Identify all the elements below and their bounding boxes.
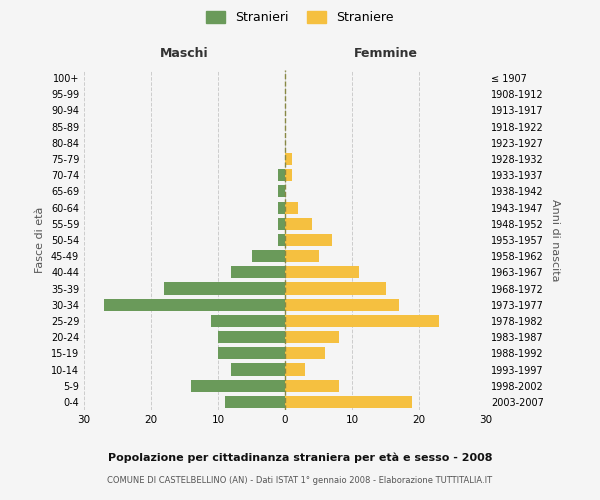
Text: Maschi: Maschi [160, 47, 209, 60]
Bar [285, 396, 412, 408]
Bar [285, 218, 312, 230]
Bar [211, 315, 285, 327]
Bar [278, 202, 285, 213]
Bar [191, 380, 285, 392]
Bar [164, 282, 285, 294]
Bar [285, 169, 292, 181]
Bar [218, 348, 285, 360]
Bar [225, 396, 285, 408]
Text: Femmine: Femmine [353, 47, 418, 60]
Bar [285, 234, 332, 246]
Bar [232, 364, 285, 376]
Bar [232, 266, 285, 278]
Bar [285, 153, 292, 165]
Bar [285, 331, 338, 343]
Bar [285, 315, 439, 327]
Bar [278, 169, 285, 181]
Bar [285, 380, 338, 392]
Bar [285, 250, 319, 262]
Bar [285, 266, 359, 278]
Bar [104, 298, 285, 311]
Text: COMUNE DI CASTELBELLINO (AN) - Dati ISTAT 1° gennaio 2008 - Elaborazione TUTTITA: COMUNE DI CASTELBELLINO (AN) - Dati ISTA… [107, 476, 493, 485]
Bar [285, 364, 305, 376]
Bar [285, 282, 386, 294]
Y-axis label: Anni di nascita: Anni di nascita [550, 198, 560, 281]
Legend: Stranieri, Straniere: Stranieri, Straniere [202, 6, 398, 29]
Bar [278, 218, 285, 230]
Y-axis label: Fasce di età: Fasce di età [35, 207, 45, 273]
Bar [278, 186, 285, 198]
Bar [278, 234, 285, 246]
Bar [218, 331, 285, 343]
Text: Popolazione per cittadinanza straniera per età e sesso - 2008: Popolazione per cittadinanza straniera p… [108, 452, 492, 463]
Bar [285, 202, 298, 213]
Bar [251, 250, 285, 262]
Bar [285, 298, 399, 311]
Bar [285, 348, 325, 360]
